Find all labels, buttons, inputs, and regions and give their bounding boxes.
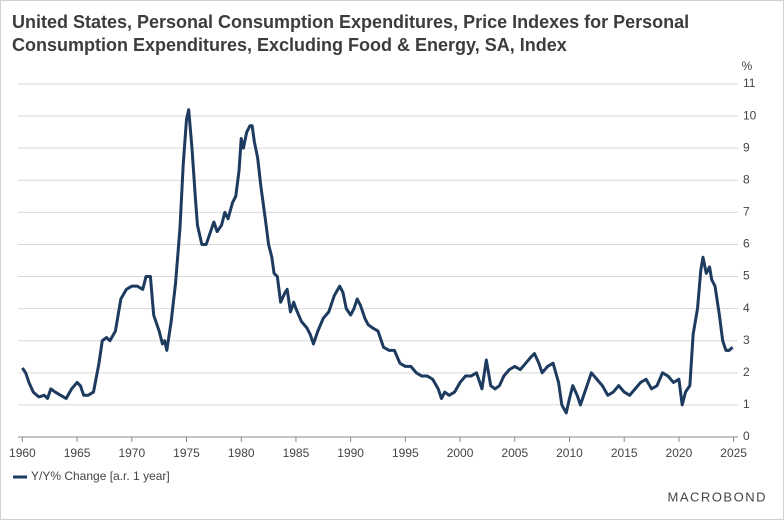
y-tick-label: 0: [743, 429, 750, 443]
y-tick-label: 5: [743, 269, 750, 283]
x-tick-label: 1985: [283, 446, 310, 460]
x-tick-label: 2025: [720, 446, 747, 460]
legend-label: Y/Y% Change [a.r. 1 year]: [31, 469, 170, 483]
x-tick-label: 1995: [392, 446, 419, 460]
chart-title: United States, Personal Consumption Expe…: [12, 12, 690, 55]
y-tick-label: 11: [743, 76, 756, 90]
x-tick-label: 1965: [64, 446, 91, 460]
x-tick-label: 1975: [173, 446, 200, 460]
x-tick-label: 1980: [228, 446, 255, 460]
y-tick-label: 6: [743, 237, 750, 251]
y-tick-label: 2: [743, 365, 750, 379]
x-tick-label: 2015: [611, 446, 638, 460]
y-axis-label: %: [742, 59, 753, 73]
source-logo: MACROBOND: [668, 489, 767, 504]
x-tick-label: 1970: [118, 446, 145, 460]
x-tick-label: 1960: [9, 446, 36, 460]
x-tick-label: 2020: [666, 446, 693, 460]
y-tick-label: 9: [743, 140, 750, 154]
data-line: [21, 108, 734, 415]
x-tick-label: 2000: [447, 446, 474, 460]
x-tick-label: 1990: [337, 446, 364, 460]
x-tick-label: 2005: [501, 446, 528, 460]
y-tick-label: 10: [743, 108, 757, 122]
y-tick-label: 8: [743, 172, 750, 186]
y-tick-label: 3: [743, 333, 750, 347]
y-tick-label: 7: [743, 205, 750, 219]
x-tick-label: 2010: [556, 446, 583, 460]
y-tick-label: 1: [743, 397, 750, 411]
y-tick-label: 4: [743, 301, 750, 315]
